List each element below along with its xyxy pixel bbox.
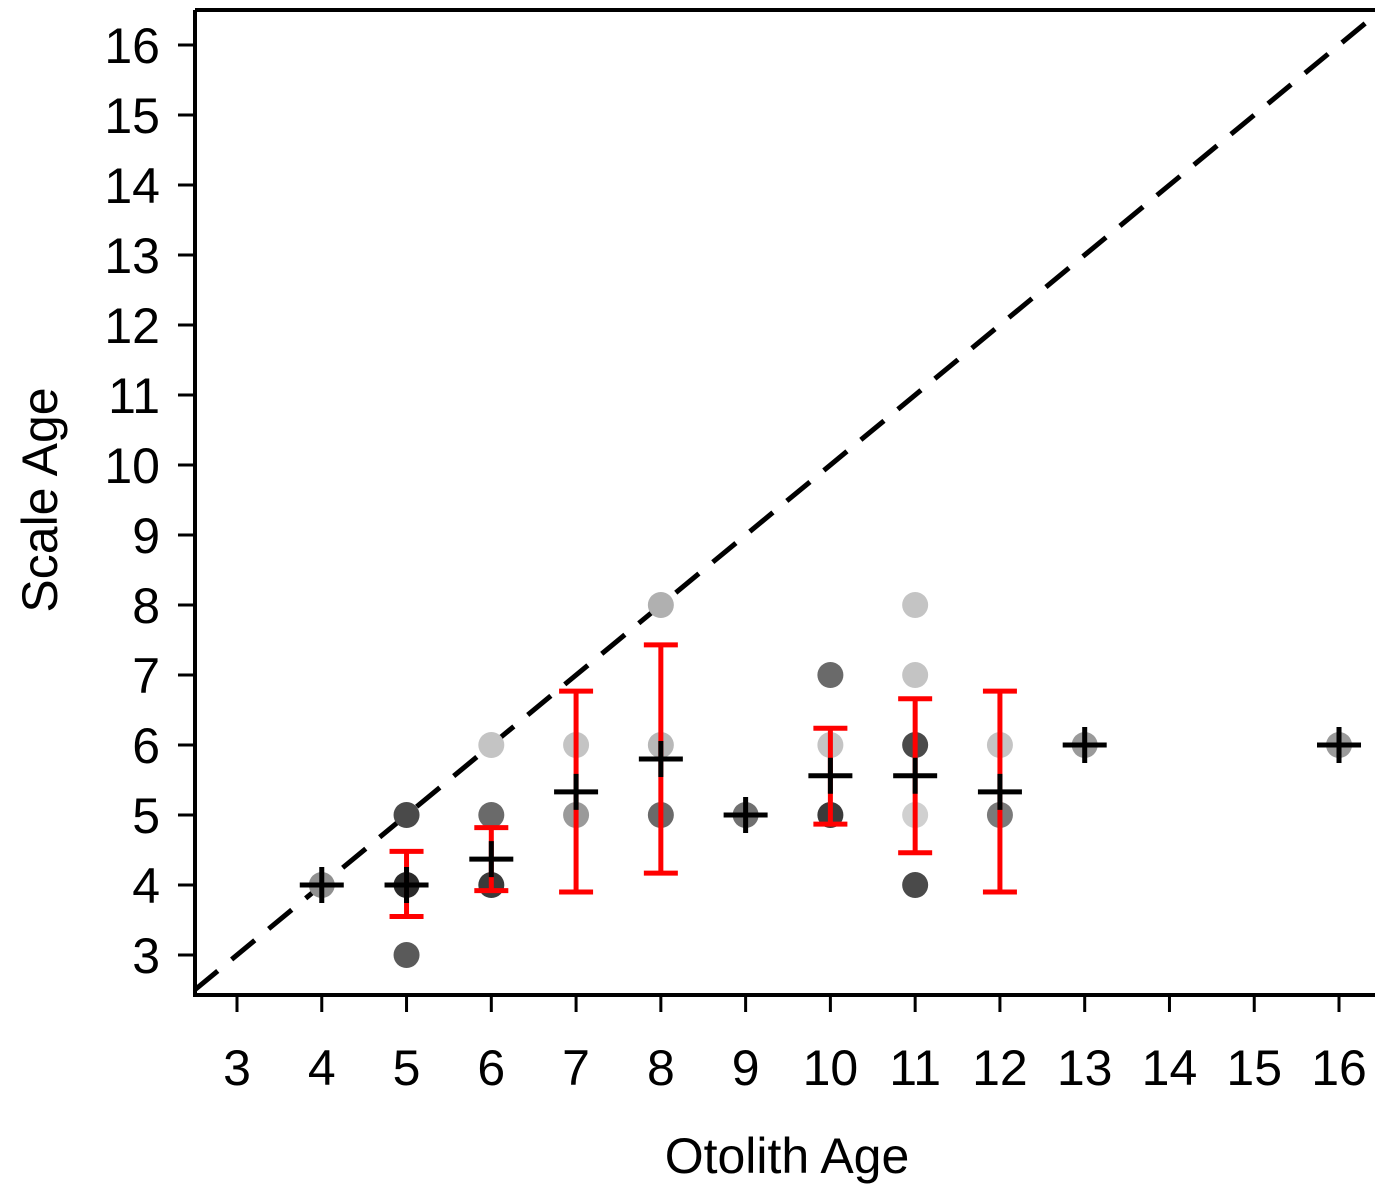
mean-marker (1317, 727, 1362, 763)
x-tick-label: 3 (223, 1040, 251, 1096)
y-tick-label: 12 (104, 298, 160, 354)
y-tick-label: 15 (104, 88, 160, 144)
mean-marker (977, 773, 1022, 810)
data-point (647, 592, 674, 618)
y-tick-label: 5 (132, 788, 160, 844)
y-tick-label: 10 (104, 438, 160, 494)
x-tick-label: 12 (972, 1040, 1028, 1096)
data-point (393, 942, 420, 968)
y-tick-label: 4 (132, 858, 160, 914)
y-tick-label: 3 (132, 928, 160, 984)
y-tick-label: 7 (132, 648, 160, 704)
y-axis-title: Scale Age (12, 387, 68, 612)
data-point (817, 662, 844, 688)
x-tick-label: 14 (1142, 1040, 1198, 1096)
axes-layer (193, 8, 1375, 997)
y-axis-ticks: 3 4 5 6 7 8 9 10 11 12 13 14 15 16 (104, 18, 195, 984)
means-layer (299, 727, 1362, 903)
data-point (478, 802, 505, 828)
x-tick-label: 11 (889, 1040, 941, 1096)
y-tick-label: 16 (104, 18, 160, 74)
x-tick-label: 8 (647, 1040, 675, 1096)
x-tick-label: 16 (1311, 1040, 1367, 1096)
x-tick-label: 7 (562, 1040, 590, 1096)
mean-marker (893, 757, 938, 794)
y-tick-label: 14 (104, 158, 160, 214)
mean-marker (554, 773, 599, 810)
mean-marker (299, 867, 344, 903)
data-point (902, 592, 929, 618)
x-tick-label: 6 (477, 1040, 505, 1096)
mean-marker (469, 841, 514, 878)
x-tick-label: 10 (803, 1040, 859, 1096)
x-tick-label: 5 (393, 1040, 421, 1096)
x-axis-ticks: 3 4 5 6 7 8 9 10 11 12 13 14 15 16 (223, 995, 1367, 1096)
y-tick-label: 6 (132, 718, 160, 774)
x-tick-label: 9 (732, 1040, 760, 1096)
x-tick-label: 15 (1226, 1040, 1282, 1096)
y-tick-label: 13 (104, 228, 160, 284)
mean-marker (723, 797, 768, 833)
data-point (902, 662, 929, 688)
mean-marker (808, 757, 853, 794)
data-point (902, 872, 929, 898)
mean-marker (1062, 727, 1107, 763)
y-tick-label: 11 (108, 368, 160, 424)
mean-marker (384, 867, 429, 903)
data-point (478, 732, 505, 758)
reference-line-1to1 (195, 12, 1375, 992)
plot-frame (193, 8, 1375, 997)
y-tick-label: 9 (132, 508, 160, 564)
reference-line-layer (195, 12, 1375, 992)
x-tick-label: 4 (308, 1040, 336, 1096)
x-tick-label: 13 (1057, 1040, 1113, 1096)
mean-marker (638, 741, 683, 777)
data-point (393, 802, 420, 828)
y-tick-label: 8 (132, 578, 160, 634)
x-axis-title: Otolith Age (665, 1128, 910, 1184)
